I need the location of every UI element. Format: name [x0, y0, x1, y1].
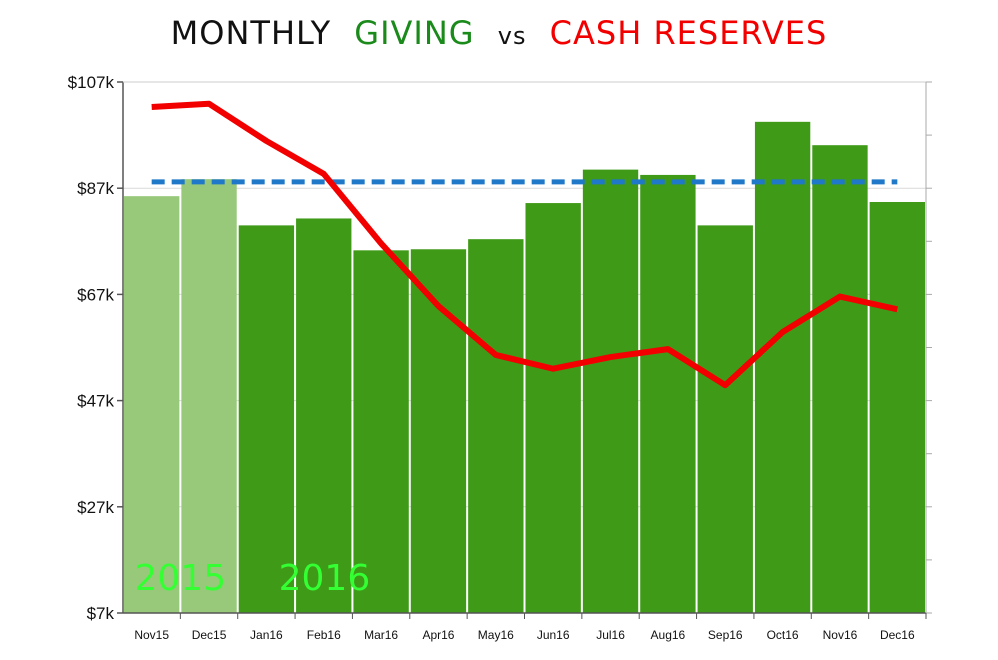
x-axis: Nov15 Dec15 Jan16 Feb16 Mar16 Apr16 May16 Jun16…	[134, 613, 927, 642]
year-annotations: 2015 2016	[135, 558, 371, 599]
x-tick-label: Jun16	[537, 628, 570, 642]
bar-feb16	[296, 218, 352, 614]
y-tick-label: $27k	[77, 498, 114, 517]
x-tick-label: Nov16	[823, 628, 858, 642]
x-tick-label: Oct16	[767, 628, 799, 642]
bar-jun16	[525, 203, 581, 613]
year-label-2016: 2016	[279, 558, 371, 599]
y-tick-label: $107k	[68, 73, 115, 92]
y-axis: $7k $27k $47k $67k $87k $107k	[68, 73, 123, 623]
x-tick-label: Apr16	[422, 628, 454, 642]
x-tick-label: Mar16	[364, 628, 398, 642]
bar-oct16	[754, 121, 811, 613]
title-cash-reserves: CASH RESERVES	[549, 14, 828, 52]
year-label-2015: 2015	[135, 558, 227, 599]
y-tick-label: $7k	[87, 604, 115, 623]
x-tick-label: Dec15	[192, 628, 227, 642]
bars	[124, 121, 925, 614]
x-tick-label: Aug16	[651, 628, 686, 642]
x-tick-label: Sep16	[708, 628, 743, 642]
x-tick-label: Feb16	[307, 628, 341, 642]
bar-sep16	[697, 225, 753, 613]
title-vs: vs	[497, 22, 527, 50]
bar-dec15	[181, 179, 237, 613]
chart-title: MONTHLY GIVING vs CASH RESERVES	[0, 14, 998, 52]
bar-nov15	[124, 196, 180, 614]
y-tick-label: $47k	[77, 392, 114, 411]
bar-jul16	[582, 169, 639, 614]
plot-frame	[122, 81, 932, 614]
x-tick-label: Jul16	[596, 628, 625, 642]
y-tick-label: $87k	[77, 179, 114, 198]
bar-mar16	[353, 250, 409, 613]
bar-may16	[468, 239, 524, 613]
x-tick-label: Jan16	[250, 628, 283, 642]
y-tick-label: $67k	[77, 285, 114, 304]
title-monthly: MONTHLY	[170, 14, 332, 52]
x-tick-label: May16	[478, 628, 514, 642]
bar-jan16	[238, 225, 295, 613]
bar-nov16	[812, 145, 868, 613]
title-giving: GIVING	[354, 14, 475, 52]
bar-dec16	[869, 202, 925, 614]
cash-reserves-line	[151, 100, 898, 389]
x-tick-label: Dec16	[880, 628, 915, 642]
cash-reserves-line-group	[151, 100, 898, 389]
x-tick-label: Nov15	[134, 628, 169, 642]
bar-aug16	[640, 174, 696, 614]
